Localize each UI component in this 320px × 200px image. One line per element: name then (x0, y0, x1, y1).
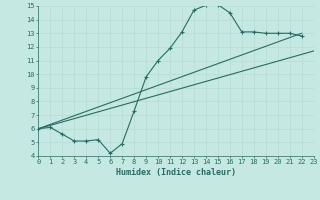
X-axis label: Humidex (Indice chaleur): Humidex (Indice chaleur) (116, 168, 236, 177)
